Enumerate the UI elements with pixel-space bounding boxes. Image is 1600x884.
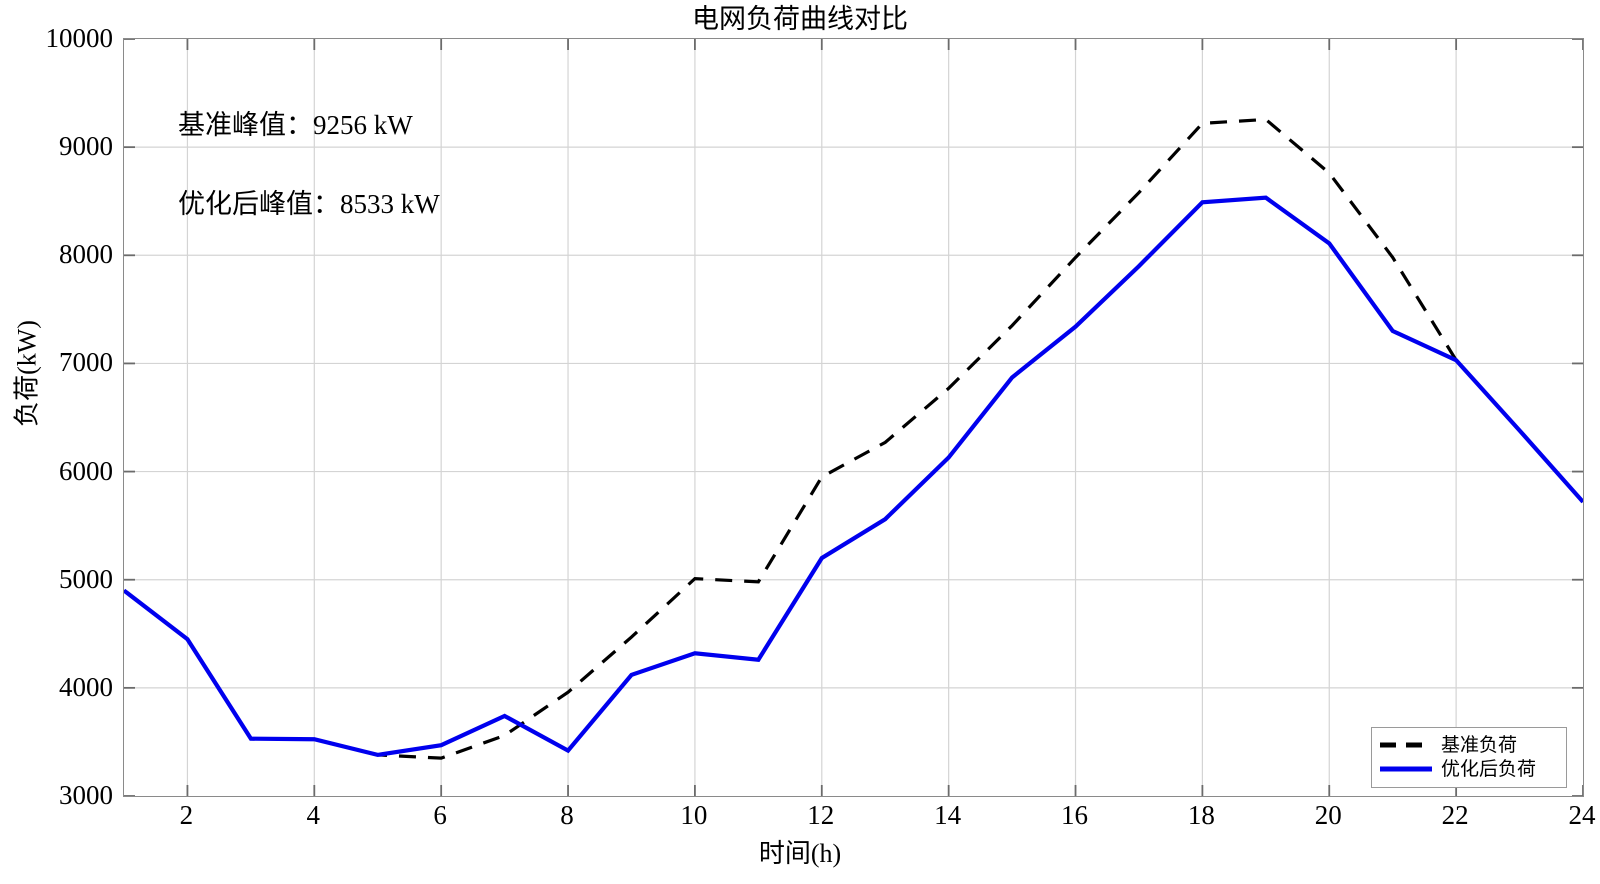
legend: 基准负荷 优化后负荷 <box>1371 727 1567 788</box>
x-tick-label: 6 <box>433 800 447 830</box>
y-tick-label: 8000 <box>59 239 113 270</box>
gridlines <box>124 39 1583 796</box>
page-title: 电网负荷曲线对比 <box>692 4 908 34</box>
x-tick-label: 8 <box>560 800 574 830</box>
x-tick-label: 20 <box>1314 800 1342 830</box>
annotation-optimized-peak: 优化后峰值：8533 kW <box>178 189 440 219</box>
legend-item-optimized: 优化后负荷 <box>1378 757 1560 781</box>
x-tick-label: 10 <box>680 800 708 830</box>
x-axis-title: 时间(h) <box>758 839 842 868</box>
y-tick-label: 6000 <box>59 455 113 486</box>
x-tick-label: 2 <box>179 800 194 830</box>
y-tick-label: 7000 <box>59 347 113 378</box>
legend-swatch-solid-line <box>1378 761 1434 777</box>
series-layer <box>124 117 1583 760</box>
y-tick-label: 3000 <box>59 780 113 810</box>
plot-svg <box>124 39 1583 796</box>
legend-label-baseline: 基准负荷 <box>1441 734 1518 756</box>
x-tick-label: 24 <box>1568 800 1596 830</box>
y-tick-label: 9000 <box>59 131 113 162</box>
x-tick-label: 16 <box>1061 800 1089 830</box>
legend-label-optimized: 优化后负荷 <box>1441 758 1537 780</box>
x-tick-label: 12 <box>807 800 835 830</box>
legend-swatch-dashed-line <box>1378 737 1434 753</box>
series-line-optimized <box>124 195 1583 758</box>
y-tick-label: 4000 <box>59 671 113 702</box>
tick-marks <box>124 39 1583 796</box>
x-tick-label: 4 <box>306 800 321 830</box>
x-tick-label: 18 <box>1187 800 1215 830</box>
x-tick-label: 22 <box>1441 800 1469 830</box>
series-line-baseline <box>124 117 1583 760</box>
x-tick-label: 14 <box>934 800 962 830</box>
y-tick-label: 5000 <box>59 563 113 594</box>
plot-area <box>123 38 1584 797</box>
y-tick-label: 10000 <box>45 23 114 53</box>
y-axis-title: 负荷(kW) <box>12 320 42 427</box>
legend-item-baseline: 基准负荷 <box>1378 733 1560 757</box>
annotation-baseline-peak: 基准峰值：9256 kW <box>178 110 413 140</box>
